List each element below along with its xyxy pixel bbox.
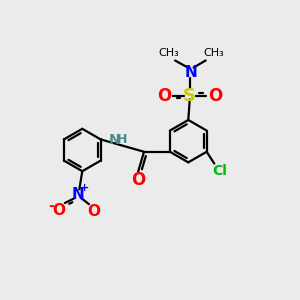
Text: N: N bbox=[71, 187, 84, 202]
Text: N: N bbox=[109, 133, 121, 147]
Text: +: + bbox=[80, 183, 89, 193]
Text: -: - bbox=[48, 199, 54, 213]
Text: O: O bbox=[131, 171, 145, 189]
Text: N: N bbox=[184, 65, 197, 80]
Text: Cl: Cl bbox=[212, 164, 227, 178]
Text: O: O bbox=[52, 203, 65, 218]
Text: H: H bbox=[117, 133, 128, 146]
Text: CH₃: CH₃ bbox=[158, 48, 178, 58]
Text: O: O bbox=[208, 87, 222, 105]
Text: S: S bbox=[183, 87, 196, 105]
Text: O: O bbox=[158, 87, 172, 105]
Text: CH₃: CH₃ bbox=[203, 48, 224, 59]
Text: O: O bbox=[88, 204, 100, 219]
